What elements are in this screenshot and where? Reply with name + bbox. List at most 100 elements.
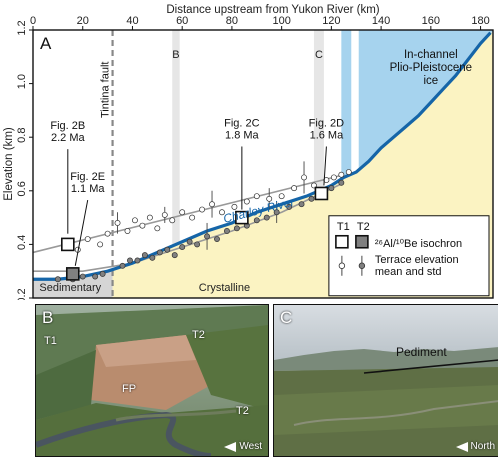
t1-terrace-point (345, 169, 352, 175)
t2-terrace-point (328, 185, 335, 192)
photo-b-direction-label: West (239, 441, 262, 452)
t2-terrace-point (119, 262, 126, 269)
t1-terrace-point (179, 209, 186, 216)
legend-box (328, 215, 490, 297)
photo-b-image (36, 305, 268, 456)
photo-location-band-b (172, 30, 180, 245)
t1-terrace-point (97, 241, 104, 248)
t1-terrace-point (146, 214, 153, 221)
crystalline-label: Crystalline (199, 282, 250, 294)
t2-terrace-point (253, 217, 260, 224)
ice-label: ice (423, 75, 438, 87)
x-tick-label: 0 (30, 15, 36, 27)
t2-terrace-point (127, 257, 133, 264)
pediment-line (363, 359, 498, 374)
west-arrow-icon (224, 441, 237, 452)
photo-c-direction-label: North (470, 441, 495, 452)
t2-terrace-point (186, 238, 193, 245)
t1-terrace-point (330, 174, 337, 181)
isochron-square-t1 (61, 237, 75, 252)
x-axis-title: Distance upstream from Yukon River (km) (166, 4, 379, 16)
x-tick-label: 180 (471, 15, 489, 27)
photo-location-label-b: B (172, 49, 179, 61)
legend-t2-square (355, 234, 369, 249)
north-arrow-icon (455, 441, 468, 452)
y-tick-label: 0.6 (16, 181, 28, 196)
photo-b-label-t1: T1 (44, 335, 57, 347)
tintina-fault-label: Tintina fault (100, 62, 112, 118)
x-tick-label: 120 (322, 15, 340, 27)
legend-t1-square (335, 234, 349, 249)
photo-c: C Pediment North (273, 304, 498, 457)
x-tick-label: 20 (77, 15, 89, 27)
ice-label: In-channel (404, 49, 458, 61)
t1-terrace-point (243, 198, 250, 205)
legend-t1-point (338, 262, 346, 269)
isochron-figure-label: Fig. 2D (309, 117, 345, 129)
isochron-leader-line (323, 146, 327, 186)
t2-terrace-point (273, 209, 280, 216)
photo-c-letter: C (280, 308, 293, 327)
photo-b-direction: West (224, 441, 262, 452)
t1-terrace-point (189, 214, 196, 221)
ice-label: Plio-Pleistocene (390, 62, 472, 74)
isochron-figure-label: Fig. 2E (70, 171, 105, 183)
t2-terrace-point (156, 249, 163, 256)
t2-terrace-point (79, 273, 86, 280)
t2-terrace-point (194, 241, 201, 248)
t1-terrace-point (266, 195, 273, 202)
y-tick-label: 0.8 (16, 128, 28, 143)
isochron-figure-label: Fig. 2B (50, 120, 85, 132)
t1-terrace-point (209, 201, 215, 208)
photo-c-direction: North (455, 441, 495, 452)
t2-terrace-point (164, 246, 171, 253)
ice-band-2 (358, 30, 493, 170)
t1-terrace-point (131, 217, 138, 224)
x-tick-label: 140 (372, 15, 390, 27)
figure-panel-a: 0 20 40 60 80 100 120 140 160 180 Distance upstrea… (3, 4, 494, 300)
isochron-age-label: 1.1 Ma (71, 183, 106, 195)
t2-terrace-point (214, 236, 220, 242)
photo-c-label-pediment: Pediment (396, 345, 447, 359)
t1-terrace-point (169, 217, 176, 224)
t2-terrace-point (298, 201, 305, 208)
legend-isochron-label: ²⁶Al/¹⁰Be isochron (375, 238, 462, 250)
t2-terrace-point (233, 225, 240, 232)
t1-terrace-point (199, 206, 206, 213)
photo-c-image (274, 305, 498, 456)
x-tick-label: 160 (422, 15, 440, 27)
t1-terrace-point (161, 211, 168, 218)
t2-terrace-point (263, 214, 270, 221)
t1-terrace-point (338, 171, 345, 178)
t1-terrace-point (84, 236, 91, 242)
t1-terrace-point (219, 209, 225, 216)
t2-terrace-point (149, 254, 156, 261)
t2-terrace-point (171, 252, 178, 259)
ice-band-1 (341, 30, 352, 180)
t2-terrace-point (204, 233, 211, 240)
t1-terrace-point (124, 228, 131, 234)
label-layer: B C Fig. 2B2.2 Ma Fig. 2E1.1 Ma Fig. 2C1.8 M… (39, 34, 490, 297)
y-tick-label: 1.0 (16, 74, 28, 89)
photo-b-label-fp: FP (122, 383, 137, 395)
y-tick-label: 0.4 (16, 235, 28, 250)
t1-terrace-point (301, 174, 307, 181)
t1-terrace-point (104, 230, 111, 237)
t1-terrace-point (278, 193, 285, 200)
legend-terrace-label: Terrace elevation (375, 254, 459, 266)
x-tick-label: 80 (226, 15, 238, 27)
t2-terrace-point (92, 273, 99, 280)
t1-terrace-point (114, 220, 121, 226)
photo-location-band-c (313, 30, 324, 191)
y-axis-title: Elevation (km) (3, 127, 15, 201)
legend-t1-label: T1 (337, 221, 350, 233)
t1-terrace-point (253, 193, 260, 200)
t2-terrace-point (134, 257, 141, 264)
legend-terrace-label: mean and std (375, 266, 442, 278)
photo-location-label-c: C (315, 49, 323, 61)
t2-terrace-point (223, 228, 230, 234)
isochron-figure-label: Fig. 2C (224, 117, 260, 129)
t1-terrace-point (291, 185, 298, 192)
legend-t2-label: T2 (357, 221, 370, 233)
t2-terrace-point (286, 203, 293, 210)
